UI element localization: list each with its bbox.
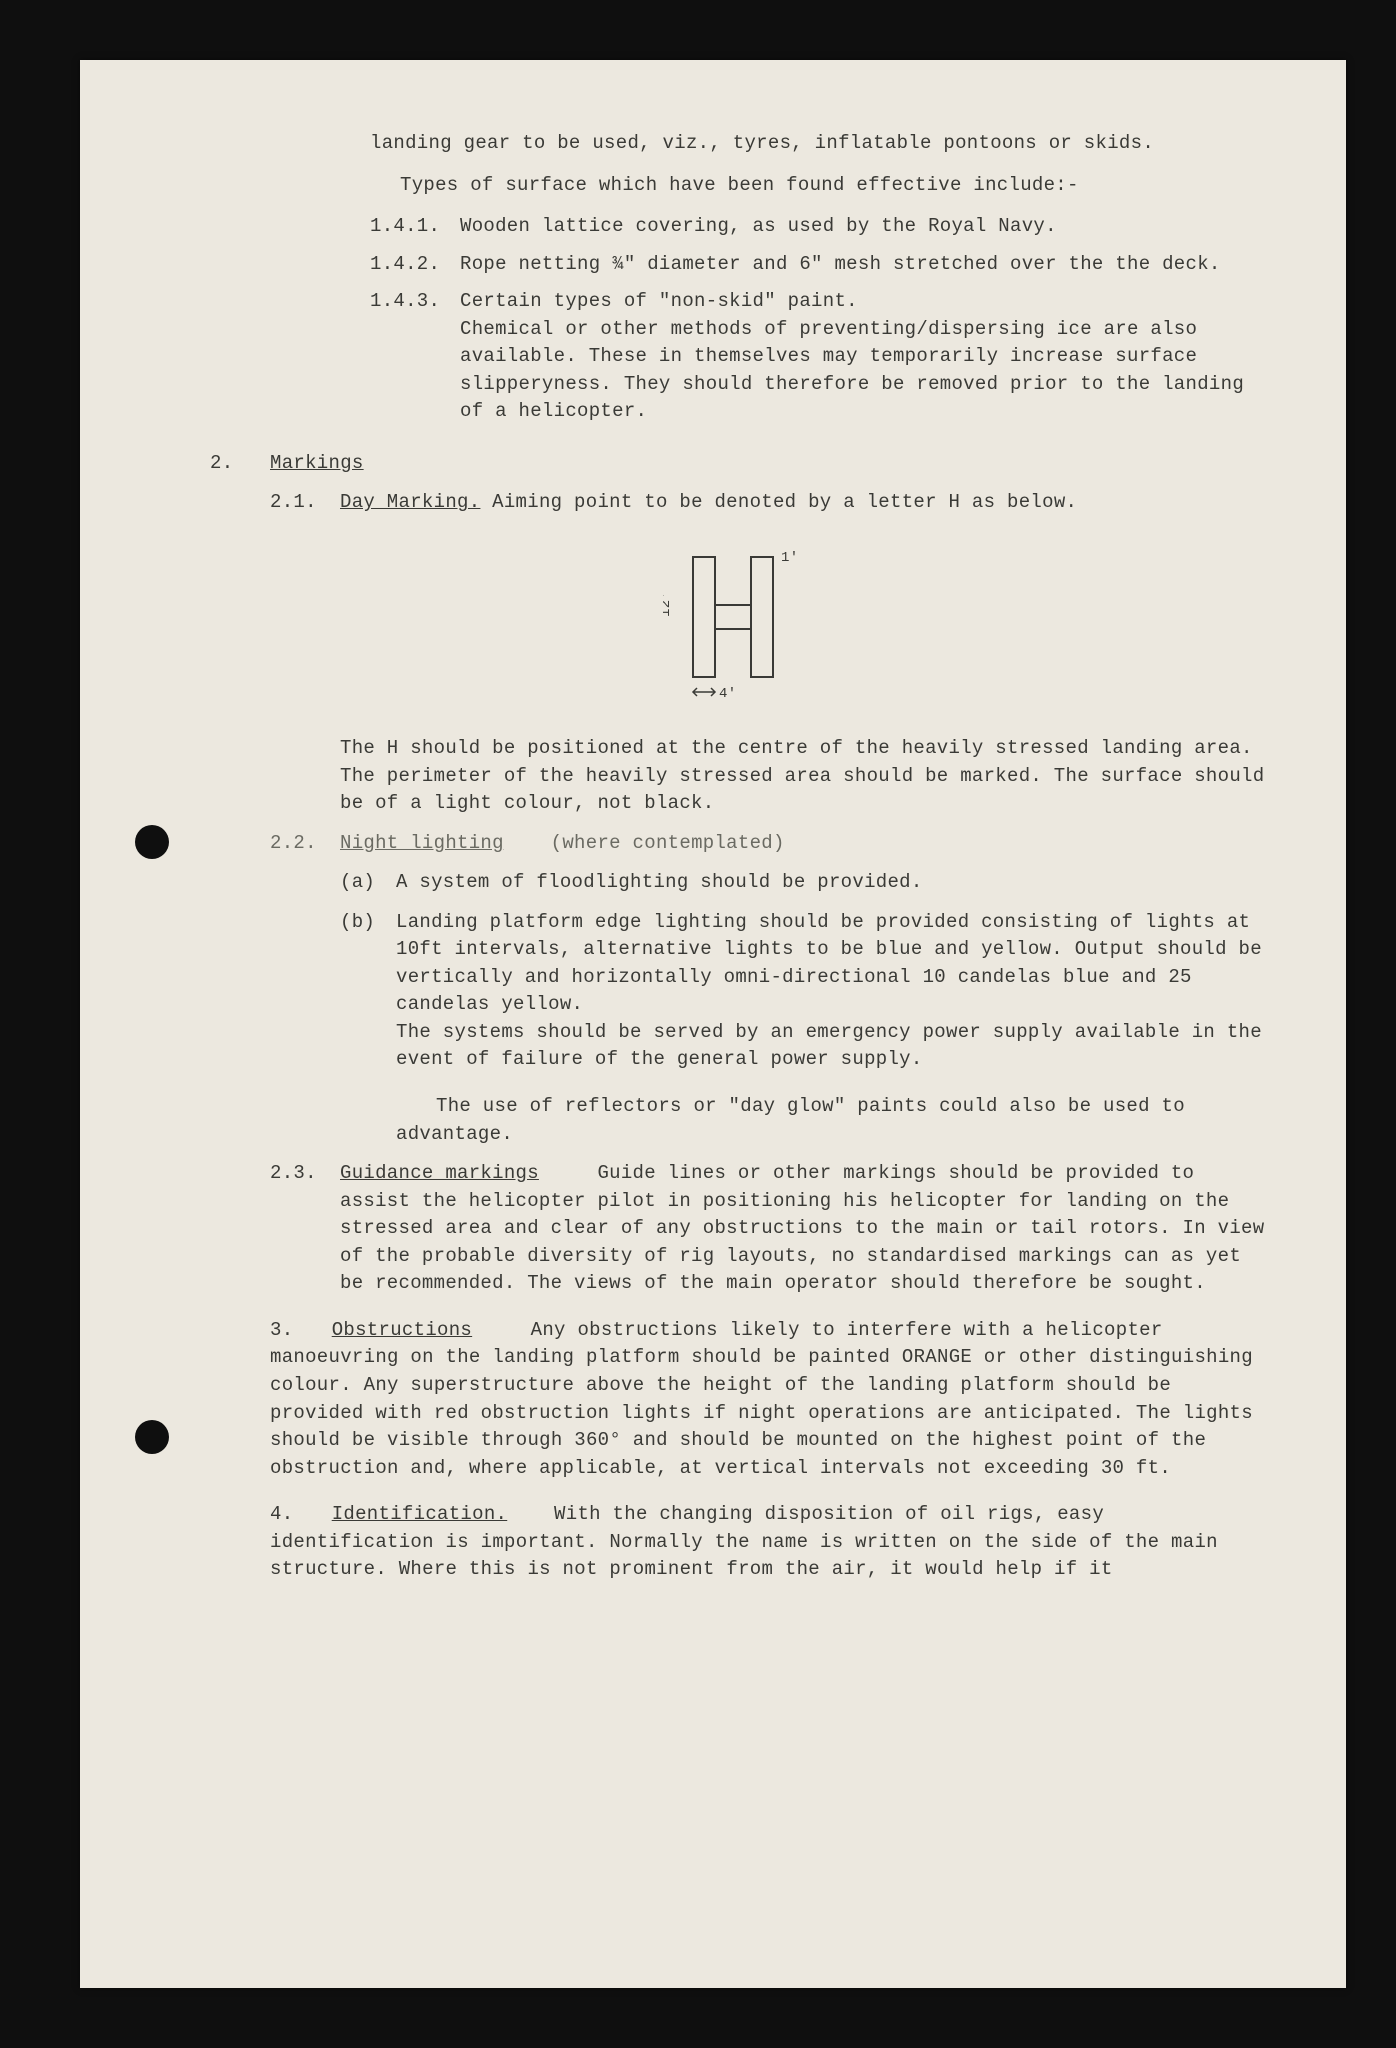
item-body: Landing platform edge lighting should be… [396,909,1266,1074]
item-1-4-3: 1.4.3. Certain types of "non-skid" paint… [370,288,1266,426]
item-2-2-a: (a) A system of floodlighting should be … [340,869,1266,897]
punch-hole [135,825,169,859]
subsection-2-2: 2.2. Night lighting (where contemplated) [270,830,1266,858]
subsection-text: Aiming point to be denoted by a letter H… [492,491,1077,513]
subsection-body: Guidance markings Guide lines or other m… [340,1160,1266,1298]
scan-frame: landing gear to be used, viz., tyres, in… [0,0,1396,2048]
section-number: 4. [270,1501,320,1529]
section-3: 3. Obstructions Any obstructions likely … [270,1317,1266,1482]
subsection-title: Day Marking. [340,491,480,513]
item-2-2-b: (b) Landing platform edge lighting shoul… [340,909,1266,1074]
subsection-body: Day Marking. Aiming point to be denoted … [340,489,1266,517]
h-positioning-text: The H should be positioned at the centre… [340,735,1266,818]
item-number: 1.4.1. [370,213,460,241]
section-body: Any obstructions likely to interfere wit… [270,1319,1253,1479]
section-title: Obstructions [332,1319,472,1341]
item-1-4-2: 1.4.2. Rope netting ¾" diameter and 6" m… [370,251,1266,279]
document-page: landing gear to be used, viz., tyres, in… [80,60,1346,1988]
subsection-text: (where contemplated) [551,832,785,854]
h-figure: 1' 12' 4' [210,547,1266,707]
intro-line-1: landing gear to be used, viz., tyres, in… [370,130,1266,158]
item-body: Rope netting ¾" diameter and 6" mesh str… [460,251,1266,279]
section-number: 3. [270,1317,320,1345]
subsection-number: 2.2. [270,830,340,858]
reflectors-text: The use of reflectors or "day glow" pain… [396,1093,1266,1148]
section-4: 4. Identification. With the changing dis… [270,1501,1266,1584]
item-label: (b) [340,909,396,1074]
subsection-title: Night lighting [340,832,504,854]
dim-top: 1' [781,550,798,566]
section-number: 2. [210,450,270,478]
item-body: Wooden lattice covering, as used by the … [460,213,1266,241]
subsection-2-3: 2.3. Guidance markings Guide lines or ot… [270,1160,1266,1298]
subsection-body: Night lighting (where contemplated) [340,830,1266,858]
punch-hole [135,1420,169,1454]
subsection-number: 2.3. [270,1160,340,1298]
dim-left: 12' [663,591,674,617]
item-label: (a) [340,869,396,897]
item-body: Certain types of "non-skid" paint. Chemi… [460,288,1266,426]
section-2: 2. Markings [210,450,1266,478]
item-number: 1.4.2. [370,251,460,279]
h-marking-diagram: 1' 12' 4' [663,547,813,707]
item-1-4-1: 1.4.1. Wooden lattice covering, as used … [370,213,1266,241]
section-title: Markings [270,450,364,478]
item-body: A system of floodlighting should be prov… [396,869,1266,897]
section-title: Identification. [332,1503,508,1525]
subsection-number: 2.1. [270,489,340,517]
item-number: 1.4.3. [370,288,460,426]
subsection-title: Guidance markings [340,1162,539,1184]
dim-bottom: 4' [719,686,736,702]
subsection-2-1: 2.1. Day Marking. Aiming point to be den… [270,489,1266,517]
intro-line-2: Types of surface which have been found e… [400,172,1266,200]
